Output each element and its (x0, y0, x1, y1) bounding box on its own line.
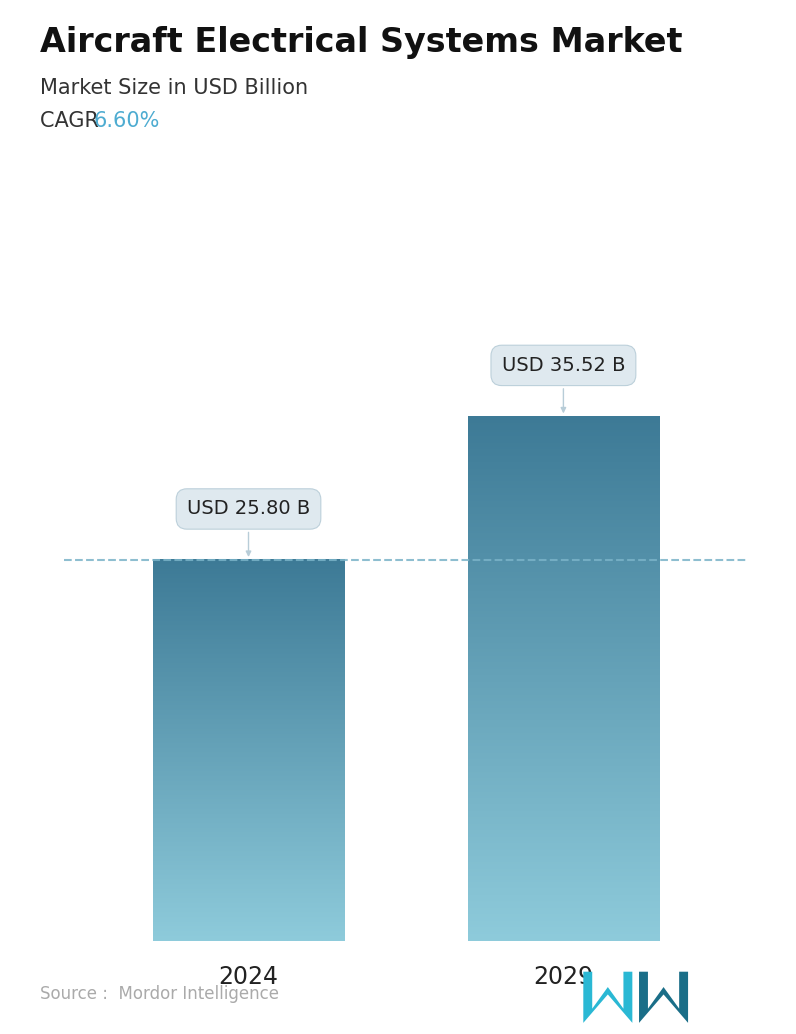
Text: Aircraft Electrical Systems Market: Aircraft Electrical Systems Market (40, 26, 682, 59)
Text: Market Size in USD Billion: Market Size in USD Billion (40, 78, 308, 97)
Text: 6.60%: 6.60% (94, 111, 160, 130)
Text: USD 25.80 B: USD 25.80 B (187, 499, 310, 555)
Text: USD 35.52 B: USD 35.52 B (501, 356, 625, 412)
Text: Source :  Mordor Intelligence: Source : Mordor Intelligence (40, 985, 279, 1003)
Polygon shape (639, 972, 688, 1023)
Text: CAGR: CAGR (40, 111, 105, 130)
Polygon shape (583, 972, 632, 1023)
